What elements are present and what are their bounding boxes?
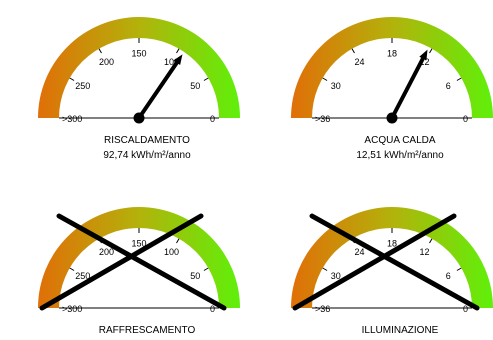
gauge-needle-tip [173, 54, 183, 65]
gauge-cross-line [292, 213, 457, 311]
gauge-tick-label: 6 [446, 271, 451, 281]
gauge-title: ACQUA CALDA [364, 135, 435, 146]
gauge-tick-label: 30 [331, 81, 341, 91]
gauge-4: >36 30 24 18 12 6 0 ILLUMINAZIONE [291, 207, 493, 336]
gauge-value-label: 12,51 kWh/m²/anno [356, 150, 444, 161]
gauge-tick-label: 0 [210, 304, 215, 314]
gauge-tick-label: 250 [75, 81, 90, 91]
gauge-2: >36 30 24 18 12 6 0 ACQUA CALDA 12,51 kWh/m²/ann… [291, 17, 493, 161]
gauge-tick-label: >36 [315, 114, 330, 124]
gauge-tick-label: >300 [62, 304, 82, 314]
gauge-tick-mark [351, 48, 355, 54]
gauge-tick-label: 30 [331, 271, 341, 281]
gauge-tick-mark [69, 77, 75, 81]
gauge-value-label: 92,74 kWh/m²/anno [103, 150, 191, 161]
gauge-needle-hub [386, 112, 398, 124]
gauge-tick-label: 24 [354, 57, 364, 67]
gauge-tick-mark [322, 267, 328, 271]
gauge-tick-label: >300 [62, 114, 82, 124]
gauge-tick-mark [429, 238, 433, 244]
gauge-tick-label: 6 [446, 81, 451, 91]
gauge-tick-label: 50 [190, 81, 200, 91]
gauge-tick-label: 0 [463, 304, 468, 314]
gauge-cross-line [56, 213, 227, 311]
gauge-tick-label: 150 [131, 49, 146, 59]
gauge-tick-label: 18 [387, 239, 397, 249]
gauge-tick-label: 24 [354, 247, 364, 257]
gauge-tick-mark [203, 267, 209, 271]
gauge-tick-mark [429, 48, 433, 54]
gauge-tick-mark [176, 238, 180, 244]
gauge-tick-label: 50 [190, 271, 200, 281]
gauge-tick-label: 0 [210, 114, 215, 124]
gauge-tick-label: 150 [131, 239, 146, 249]
gauge-title: RAFFRESCAMENTO [99, 325, 196, 336]
gauge-tick-mark [322, 77, 328, 81]
gauge-cross-line [39, 213, 204, 311]
gauge-tick-mark [69, 267, 75, 271]
gauge-title: RISCALDAMENTO [104, 135, 190, 146]
gauge-scale-arc [38, 17, 240, 118]
gauge-tick-label: 12 [419, 57, 429, 67]
gauge-cross-line [309, 213, 480, 311]
gauge-tick-label: 250 [75, 271, 90, 281]
gauge-1: >300 250 200 150 100 50 0 RISCALDAMENTO 92,74 kW… [38, 17, 240, 161]
gauge-tick-label: 12 [419, 247, 429, 257]
gauge-needle [137, 60, 179, 120]
gauge-needle [390, 56, 425, 120]
gauge-tick-label: 100 [164, 57, 179, 67]
gauge-needle-hub [133, 112, 145, 124]
gauge-scale-arc [291, 17, 493, 118]
gauge-tick-mark [98, 48, 102, 54]
gauge-tick-mark [456, 267, 462, 271]
gauge-needle-tip [419, 49, 428, 61]
gauge-tick-mark [456, 77, 462, 81]
gauge-tick-label: 200 [99, 57, 114, 67]
gauge-tick-mark [203, 77, 209, 81]
gauge-tick-mark [176, 48, 180, 54]
gauge-tick-label: 100 [164, 247, 179, 257]
gauge-title: ILLUMINAZIONE [362, 325, 439, 336]
gauge-3: >300 250 200 150 100 50 0 RAFFRESCAMENTO [38, 207, 240, 336]
gauge-tick-label: 0 [463, 114, 468, 124]
gauge-tick-label: 200 [99, 247, 114, 257]
gauge-tick-label: 18 [387, 49, 397, 59]
gauge-tick-label: >36 [315, 304, 330, 314]
